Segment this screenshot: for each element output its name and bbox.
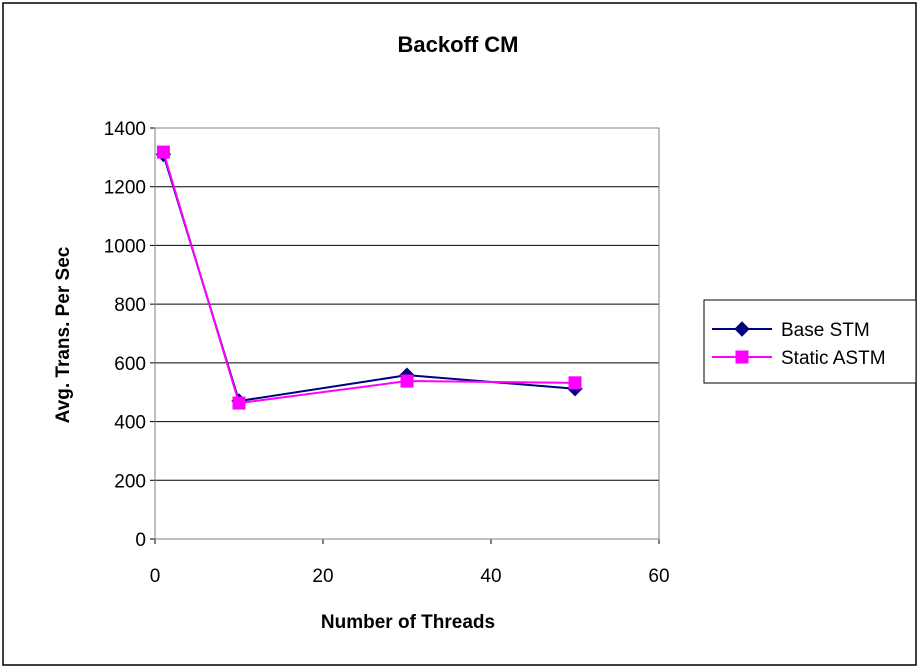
legend-marker [735, 350, 749, 364]
series-line [162, 151, 576, 405]
y-tick-label: 1200 [104, 178, 146, 199]
y-tick-labels: 0 200 400 600 800 1000 1200 1400 [104, 119, 146, 551]
y-tick-label: 600 [114, 354, 146, 375]
legend-box [703, 299, 917, 384]
series-static-astm [156, 145, 582, 410]
x-axis-label: Number of Threads [321, 612, 495, 633]
data-point [400, 374, 414, 388]
legend: Base STM Static ASTM [703, 299, 917, 384]
y-axis-label: Avg. Trans. Per Sec [53, 246, 74, 423]
series-lines [155, 145, 583, 410]
plot-area [154, 127, 660, 540]
data-point [232, 396, 246, 410]
data-point [156, 145, 170, 159]
legend-entry: Static ASTM [712, 348, 886, 369]
x-tick-label: 0 [150, 566, 161, 587]
legend-label: Base STM [781, 320, 870, 341]
y-tick-label: 400 [114, 413, 146, 434]
legend-entry: Base STM [712, 320, 870, 341]
y-tick-label: 200 [114, 471, 146, 492]
x-tick-label: 20 [312, 566, 333, 587]
chart-title: Backoff CM [397, 32, 518, 57]
y-tick-label: 1400 [104, 119, 146, 140]
legend-marker [734, 321, 750, 337]
y-tick-label: 1000 [104, 236, 146, 257]
x-tick-label: 60 [648, 566, 669, 587]
legend-label: Static ASTM [781, 348, 886, 369]
y-tick-label: 800 [114, 295, 146, 316]
legend-entries: Base STM Static ASTM [712, 320, 886, 369]
data-point [568, 376, 582, 390]
x-tick-label: 40 [480, 566, 501, 587]
y-tick-label: 0 [135, 530, 146, 551]
x-tick-labels: 0 20 40 60 [150, 566, 670, 587]
